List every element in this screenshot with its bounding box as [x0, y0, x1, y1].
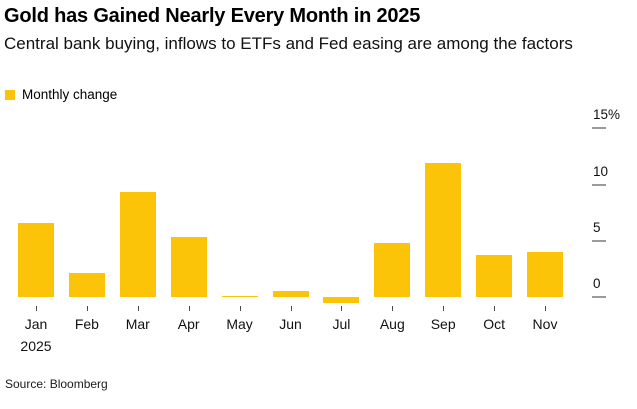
x-axis-tick-aug	[392, 306, 394, 311]
y-axis-label-0: 0	[593, 276, 601, 291]
bar-jul	[323, 297, 360, 303]
x-axis-label-feb: Feb	[74, 316, 99, 332]
x-axis-tick-sep	[443, 306, 445, 311]
bar-mar	[119, 192, 156, 297]
x-axis-label-jun: Jun	[279, 316, 302, 332]
x-axis-label-apr: Apr	[177, 316, 200, 332]
chart-title: Gold has Gained Nearly Every Month in 20…	[4, 5, 421, 27]
x-axis-tick-feb	[86, 306, 88, 311]
x-axis-label-aug: Aug	[379, 316, 405, 332]
bar-feb	[68, 273, 105, 297]
x-axis-label-jul: Jul	[332, 316, 351, 332]
source-note: Source: Bloomberg	[5, 377, 108, 391]
x-axis-year-label: 2025	[20, 338, 52, 354]
x-axis-label-mar: Mar	[125, 316, 150, 332]
y-axis-tick-dash-15	[592, 127, 606, 130]
bar-jan	[18, 222, 54, 297]
x-axis-label-may: May	[226, 316, 253, 332]
x-axis-tick-jun	[290, 306, 292, 311]
x-axis-tick-may	[239, 306, 241, 311]
bar-jun	[272, 291, 309, 297]
bar-oct	[476, 255, 513, 297]
chart-subtitle: Central bank buying, inflows to ETFs and…	[4, 34, 573, 53]
chart-legend: Monthly change	[5, 87, 117, 102]
x-axis-tick-nov	[545, 306, 546, 311]
x-axis-tick-oct	[494, 306, 496, 311]
legend-swatch-icon	[5, 89, 15, 100]
y-axis-label-15: 15%	[593, 107, 621, 123]
x-axis-label-jan: Jan	[24, 316, 48, 332]
bar-sep	[425, 163, 462, 297]
x-axis-tick-jan	[36, 306, 37, 311]
x-axis-tick-jul	[341, 306, 343, 311]
bar-may	[221, 295, 258, 297]
legend-label: Monthly change	[22, 87, 118, 102]
x-axis-label-sep: Sep	[430, 316, 456, 332]
y-axis-tick-dash-10	[592, 183, 606, 186]
x-axis-tick-mar	[137, 306, 139, 311]
y-axis-label-5: 5	[593, 219, 601, 235]
bar-aug	[374, 243, 411, 297]
bar-apr	[170, 237, 207, 297]
x-axis-tick-apr	[188, 306, 190, 311]
x-axis-label-oct: Oct	[483, 316, 505, 332]
x-axis-label-nov: Nov	[532, 316, 558, 332]
y-axis-label-10: 10	[593, 163, 609, 179]
y-axis-tick-dash-5	[592, 239, 606, 242]
y-axis-tick-dash-0	[592, 296, 606, 298]
bar-nov	[527, 252, 563, 297]
